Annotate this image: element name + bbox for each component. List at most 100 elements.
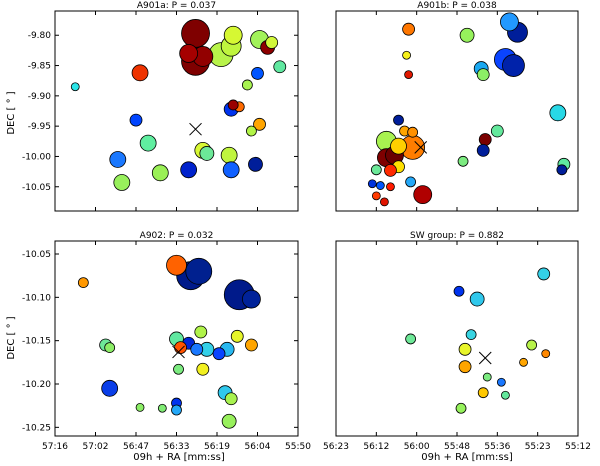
x-tick-label: 56:12 (363, 442, 389, 452)
data-point (185, 257, 213, 285)
center-marker (478, 351, 492, 365)
center-marker (172, 345, 185, 359)
data-point (199, 146, 215, 161)
center-marker (189, 122, 202, 136)
y-tick-label: -10.20 (22, 380, 51, 390)
y-tick-label: -10.10 (22, 293, 51, 303)
data-point (541, 349, 551, 359)
y-tick-label: -10.25 (22, 423, 51, 433)
panel-title: A901b: P = 0.038 (417, 1, 497, 11)
x-tick-label: 57:02 (83, 442, 109, 452)
data-point (469, 291, 485, 307)
data-point (135, 402, 145, 412)
data-point (171, 404, 182, 416)
data-point (230, 329, 244, 343)
data-point (458, 342, 472, 356)
data-point (251, 67, 264, 80)
data-point (375, 181, 385, 190)
data-point (248, 156, 263, 172)
data-point (77, 277, 89, 289)
x-axis-label-right: 09h + RA [mm:ss] (421, 452, 513, 463)
data-point (180, 161, 198, 179)
panel-a901a: -10.05 -10.00 -9.95 -9.90 -9.85 -9.80 A901a: P… (22, 1, 299, 212)
panel-sw-group-points (405, 267, 551, 414)
y-tick-label: -10.05 (22, 250, 51, 260)
data-point (465, 329, 477, 341)
data-point (502, 54, 525, 77)
panel-title: A901a: P = 0.037 (137, 1, 216, 11)
y-tick-label: -10.05 (22, 183, 51, 193)
y-tick-label: -9.95 (28, 122, 51, 132)
y-tick-label: -9.80 (28, 31, 52, 41)
data-point (490, 124, 504, 138)
data-point (404, 70, 414, 80)
data-point (174, 341, 187, 355)
x-tick-label: 55:12 (565, 442, 591, 452)
data-point (500, 390, 510, 400)
data-point (166, 254, 187, 276)
panel-title: SW group: P = 0.882 (410, 231, 504, 241)
data-point (253, 117, 266, 131)
data-point (402, 22, 416, 36)
data-point (549, 104, 567, 122)
panel-title: A902: P = 0.032 (140, 231, 214, 241)
data-point (393, 114, 404, 126)
data-point (453, 285, 465, 297)
data-point (405, 176, 417, 188)
x-tick-label: 55:50 (285, 442, 311, 452)
center-marker (414, 141, 428, 154)
data-point (151, 164, 169, 182)
data-point (220, 146, 238, 164)
data-point (482, 372, 492, 382)
data-point (70, 82, 80, 92)
x-tick-label: 56:47 (123, 442, 149, 452)
data-point (212, 347, 226, 361)
x-tick-label: 56:33 (164, 442, 190, 452)
data-point (179, 44, 199, 63)
data-point (101, 379, 119, 397)
y-tick-label: -9.85 (28, 62, 51, 72)
data-point (367, 179, 377, 189)
data-point (459, 27, 475, 43)
data-point (181, 19, 210, 48)
data-point (556, 164, 568, 176)
y-tick-label: -9.90 (28, 92, 52, 102)
data-point (265, 36, 279, 49)
data-point (222, 161, 240, 179)
panel-a902-points (77, 254, 261, 429)
data-point (384, 163, 397, 177)
data-point (131, 64, 149, 82)
data-point (157, 403, 167, 413)
panel-a902: 57:16 57:02 56:47 56:33 56:19 56:04 55:50 -10.2… (22, 231, 311, 452)
data-point (500, 12, 519, 32)
data-point (476, 68, 490, 82)
data-point (519, 357, 528, 367)
data-point (407, 126, 419, 138)
y-axis-label-top: DEC [ ° ] (6, 91, 17, 134)
data-point (478, 133, 492, 146)
data-point (402, 50, 411, 60)
data-point (476, 143, 490, 157)
data-point (221, 413, 237, 429)
data-point (458, 360, 472, 374)
y-tick-label: -10.00 (22, 152, 51, 162)
x-tick-label: 56:04 (245, 442, 271, 452)
data-point (537, 267, 551, 281)
data-point (113, 174, 131, 191)
data-point (245, 338, 258, 352)
data-point (104, 342, 116, 354)
x-tick-label: 55:36 (484, 442, 510, 452)
panel-a901b-points (367, 12, 571, 207)
data-point (273, 60, 287, 74)
data-point (227, 99, 239, 111)
data-point (526, 339, 538, 351)
y-tick-label: -10.15 (22, 337, 51, 347)
data-point (194, 325, 208, 339)
x-tick-label: 56:00 (404, 442, 430, 452)
x-axis-label-left: 09h + RA [mm:ss] (133, 452, 225, 463)
panel-a901b: A901b: P = 0.038 (335, 1, 579, 212)
data-point (390, 137, 407, 155)
data-point (477, 387, 489, 399)
data-point (246, 125, 257, 137)
data-point (386, 182, 395, 192)
